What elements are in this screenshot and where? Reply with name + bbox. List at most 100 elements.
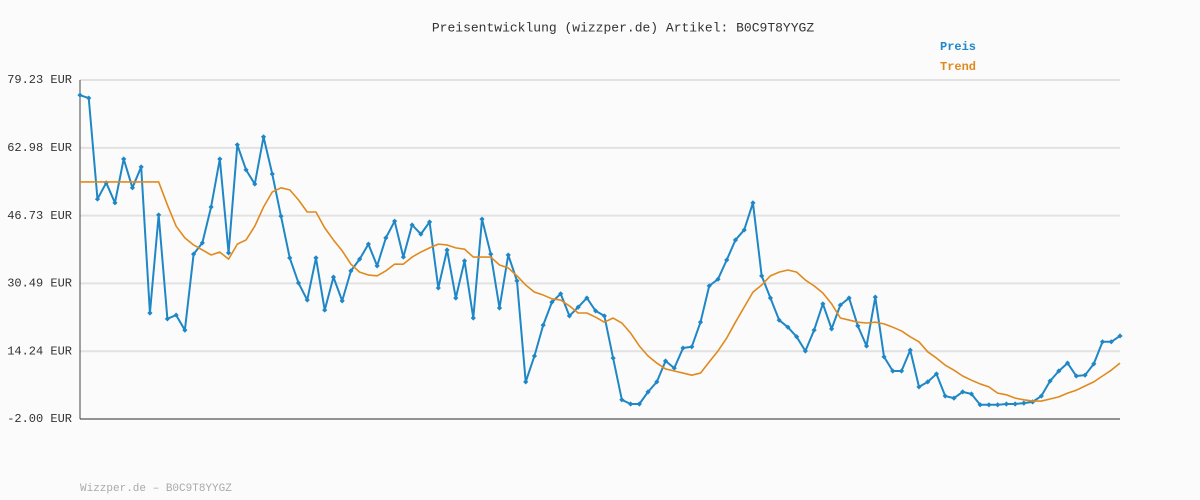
point-marker bbox=[295, 280, 302, 286]
source-note: Wizzper.de – B0C9T8YYGZ bbox=[80, 483, 232, 495]
series-line bbox=[80, 181, 1121, 402]
point-marker bbox=[453, 295, 459, 301]
point-marker bbox=[304, 297, 310, 303]
point-marker bbox=[269, 171, 275, 177]
point-marker bbox=[907, 347, 913, 353]
point-marker bbox=[828, 326, 835, 332]
point-marker bbox=[916, 384, 922, 390]
point-marker bbox=[1021, 400, 1027, 406]
y-tick-label: -2.00 EUR bbox=[7, 412, 72, 426]
point-marker bbox=[995, 402, 1001, 408]
point-marker bbox=[785, 324, 791, 330]
point-marker bbox=[523, 379, 529, 385]
point-marker bbox=[986, 402, 992, 408]
point-marker bbox=[531, 353, 538, 359]
point-marker bbox=[968, 391, 975, 397]
point-marker bbox=[514, 278, 520, 284]
point-marker bbox=[820, 301, 826, 307]
point-marker bbox=[1056, 368, 1062, 374]
point-marker bbox=[977, 402, 983, 408]
point-marker bbox=[278, 213, 284, 219]
point-marker bbox=[933, 371, 940, 377]
point-marker bbox=[689, 344, 695, 350]
point-marker bbox=[505, 252, 511, 258]
point-marker bbox=[767, 295, 774, 301]
point-marker bbox=[584, 295, 590, 301]
point-marker bbox=[593, 308, 599, 314]
point-marker bbox=[662, 358, 669, 364]
point-marker bbox=[112, 200, 118, 206]
point-marker bbox=[488, 251, 494, 257]
point-marker bbox=[496, 305, 503, 311]
point-marker bbox=[418, 231, 424, 237]
point-marker bbox=[759, 273, 765, 279]
point-marker bbox=[426, 219, 433, 225]
chart-title: Preisentwicklung (wizzper.de) Artikel: B… bbox=[432, 20, 814, 35]
point-marker bbox=[627, 401, 634, 407]
point-marker bbox=[1117, 333, 1123, 339]
point-marker bbox=[217, 156, 223, 162]
point-marker bbox=[243, 167, 249, 173]
point-marker bbox=[724, 257, 730, 263]
point-marker bbox=[444, 247, 450, 253]
point-marker bbox=[339, 298, 345, 304]
point-marker bbox=[872, 294, 878, 300]
point-marker bbox=[1038, 393, 1044, 399]
point-marker bbox=[802, 348, 808, 354]
point-marker bbox=[156, 212, 162, 218]
legend-label: Preis bbox=[940, 40, 976, 54]
point-marker bbox=[383, 235, 389, 241]
point-marker bbox=[147, 310, 153, 316]
point-marker bbox=[470, 315, 476, 321]
point-marker bbox=[575, 304, 581, 310]
point-marker bbox=[890, 368, 896, 374]
point-marker bbox=[199, 240, 205, 246]
point-marker bbox=[400, 254, 406, 260]
point-marker bbox=[732, 237, 739, 243]
point-marker bbox=[566, 313, 573, 319]
legend-label: Trend bbox=[940, 60, 976, 74]
point-marker bbox=[846, 295, 852, 301]
point-marker bbox=[374, 263, 380, 269]
point-marker bbox=[741, 227, 747, 233]
point-marker bbox=[1091, 361, 1097, 367]
point-marker bbox=[357, 256, 363, 262]
point-marker bbox=[680, 345, 686, 351]
point-marker bbox=[951, 395, 957, 401]
point-marker bbox=[461, 258, 468, 264]
point-marker bbox=[794, 334, 800, 340]
point-marker bbox=[601, 313, 607, 319]
y-tick-label: 79.23 EUR bbox=[7, 73, 72, 87]
point-marker bbox=[558, 291, 564, 297]
y-tick-label: 46.73 EUR bbox=[7, 209, 72, 223]
point-marker bbox=[138, 164, 144, 170]
point-marker bbox=[252, 181, 258, 187]
point-marker bbox=[173, 312, 179, 318]
point-marker bbox=[287, 255, 293, 261]
point-marker bbox=[1108, 339, 1114, 345]
point-marker bbox=[540, 322, 546, 328]
point-marker bbox=[191, 251, 197, 257]
point-marker bbox=[960, 389, 966, 395]
point-marker bbox=[182, 327, 188, 333]
point-marker bbox=[77, 92, 83, 98]
y-tick-label: 62.98 EUR bbox=[7, 141, 72, 155]
point-marker bbox=[1003, 401, 1009, 407]
point-marker bbox=[706, 283, 712, 289]
point-marker bbox=[1073, 373, 1079, 379]
point-marker bbox=[392, 218, 398, 224]
point-marker bbox=[619, 397, 625, 403]
point-marker bbox=[881, 354, 887, 360]
point-marker bbox=[94, 196, 101, 202]
point-marker bbox=[837, 302, 843, 308]
point-marker bbox=[855, 323, 861, 329]
point-marker bbox=[925, 379, 931, 385]
point-marker bbox=[610, 355, 616, 361]
point-marker bbox=[1012, 401, 1018, 407]
point-marker bbox=[636, 401, 642, 407]
point-marker bbox=[863, 343, 870, 349]
point-marker bbox=[811, 327, 817, 333]
point-marker bbox=[645, 389, 651, 395]
point-marker bbox=[260, 134, 267, 140]
